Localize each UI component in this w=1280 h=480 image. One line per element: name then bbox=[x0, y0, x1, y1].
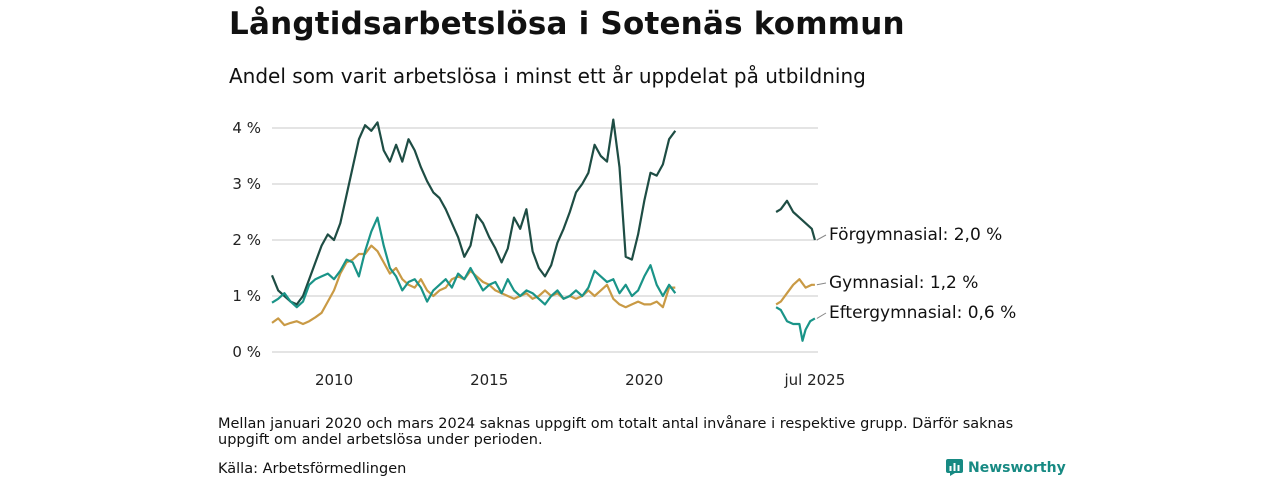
series-lines bbox=[270, 118, 816, 342]
series-line-förgymnasial bbox=[270, 118, 677, 306]
x-tick-label: 2020 bbox=[625, 371, 663, 389]
series-line-gymnasial bbox=[271, 244, 676, 327]
footnote: Mellan januari 2020 och mars 2024 saknas… bbox=[218, 416, 1014, 448]
y-tick-label: 1 % bbox=[232, 287, 261, 305]
y-tick-label: 0 % bbox=[232, 343, 261, 361]
y-tick-label: 4 % bbox=[232, 119, 261, 137]
series-line-gymnasial bbox=[775, 278, 815, 306]
y-tick-label: 2 % bbox=[232, 231, 261, 249]
series-line-eftergymnasial bbox=[271, 216, 677, 309]
x-tick-label: 2010 bbox=[315, 371, 353, 389]
newsworthy-logo-icon bbox=[946, 459, 963, 476]
end-label: Eftergymnasial: 0,6 % bbox=[829, 303, 1016, 323]
end-label: Gymnasial: 1,2 % bbox=[829, 273, 978, 293]
y-tick-label: 3 % bbox=[232, 175, 261, 193]
series-line-förgymnasial bbox=[775, 199, 816, 241]
label-leader bbox=[816, 312, 827, 319]
y-axis: 0 % 1 % 2 % 3 % 4 % bbox=[232, 119, 261, 361]
series-line-eftergymnasial bbox=[775, 306, 816, 342]
label-leader bbox=[816, 234, 827, 241]
x-axis: 2010 2015 2020 jul 2025 bbox=[315, 371, 845, 389]
source-text: Källa: Arbetsförmedlingen bbox=[218, 461, 407, 477]
brand-logo[interactable]: Newsworthy bbox=[946, 459, 1066, 476]
line-chart: 0 % 1 % 2 % 3 % 4 % 2010 2015 2020 jul 2025 För… bbox=[232, 118, 1016, 389]
x-tick-label: 2015 bbox=[470, 371, 508, 389]
end-label: Förgymnasial: 2,0 % bbox=[829, 225, 1002, 245]
brand-name: Newsworthy bbox=[968, 459, 1066, 476]
label-leader bbox=[816, 282, 827, 286]
end-labels: Förgymnasial: 2,0 % Gymnasial: 1,2 % Efter… bbox=[816, 225, 1016, 323]
x-tick-label: jul 2025 bbox=[783, 371, 845, 389]
chart-subtitle: Andel som varit arbetslösa i minst ett å… bbox=[229, 64, 866, 88]
chart-title: Långtidsarbetslösa i Sotenäs kommun bbox=[229, 6, 905, 42]
